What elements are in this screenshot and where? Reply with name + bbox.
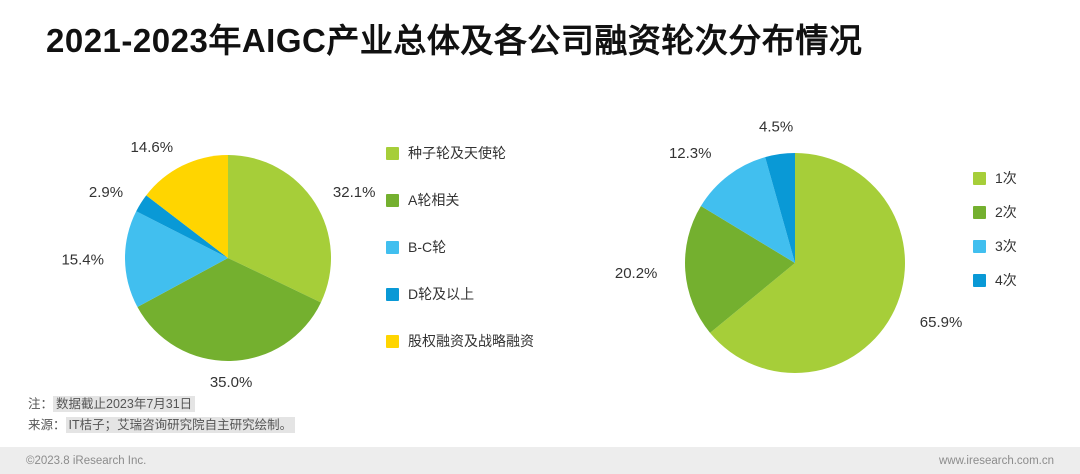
legend-swatch [973,273,986,287]
pie-value-label: 14.6% [131,139,174,156]
legend-item-2次: 2次 [973,205,1017,219]
website-url: www.iresearch.com.cn [938,454,1054,467]
note-source: 来源： IT桔子；艾瑞咨询研究院自主研究绘制。 [28,415,296,436]
legend-label: 3次 [995,238,1017,254]
legend-label: 种子轮及天使轮 [408,145,506,161]
legend-swatch [386,334,399,348]
pie-slice-D轮及以上 [136,195,228,258]
financing-times-legend: 1次 2次 3次 4次 [973,171,1017,307]
legend-swatch [386,193,399,207]
note-prefix: 注： [28,397,54,411]
legend-swatch [973,239,986,253]
pie-slice-4次 [765,153,795,263]
legend-label: 1次 [995,170,1017,186]
pie-value-label: 15.4% [61,252,104,269]
pie-value-label: 32.1% [333,184,376,201]
pie-value-label: 20.2% [615,265,658,282]
legend-label: A轮相关 [408,192,460,208]
legend-label: 股权融资及战略融资 [408,333,534,349]
page-title: 2021-2023年AIGC产业总体及各公司融资轮次分布情况 [46,22,863,59]
pie-slice-股权融资及战略融资 [146,155,228,258]
legend-item-A轮相关: A轮相关 [386,193,534,207]
legend-swatch [973,205,986,219]
copyright-text: ©2023.8 iResearch Inc. [26,454,147,467]
financing-round-distribution-pie: 32.1% 35.0% 15.4% 2.9% 14.6% [61,139,376,391]
legend-swatch [386,240,399,254]
pie-slice-种子轮及天使轮 [228,155,332,303]
pie-slice-B-C轮 [125,211,228,308]
legend-swatch [386,287,399,301]
note-text: 数据截止2023年7月31日 [53,396,196,412]
pie-value-label: 35.0% [210,374,253,391]
legend-label: 2次 [995,204,1017,220]
pie-value-label: 65.9% [920,314,963,331]
legend-item-B-C轮: B-C轮 [386,240,534,254]
legend-label: D轮及以上 [408,286,475,302]
pie-value-label: 12.3% [669,145,712,162]
legend-item-股权融资及战略融资: 股权融资及战略融资 [386,334,534,348]
pie-slice-2次 [685,205,795,333]
legend-swatch [973,171,986,185]
footnotes: 注： 数据截止2023年7月31日 来源： IT桔子；艾瑞咨询研究院自主研究绘制。 [28,394,296,436]
legend-item-D轮及以上: D轮及以上 [386,287,534,301]
financing-times-distribution-pie: 65.9% 20.2% 12.3% 4.5% [615,118,963,373]
legend-item-种子轮及天使轮: 种子轮及天使轮 [386,146,534,160]
pie-value-label: 4.5% [759,118,793,135]
pie-slice-1次 [710,153,906,373]
legend-label: 4次 [995,272,1017,288]
financing-round-legend: 种子轮及天使轮 A轮相关 B-C轮 D轮及以上股权融资及战略融资 [386,146,534,381]
note-prefix: 来源： [28,418,66,432]
pie-slice-3次 [700,157,795,263]
legend-item-4次: 4次 [973,273,1017,287]
legend-item-3次: 3次 [973,239,1017,253]
footer-bar: ©2023.8 iResearch Inc. www.iresearch.com… [0,447,1080,474]
legend-item-1次: 1次 [973,171,1017,185]
pie-slice-A轮相关 [137,258,321,361]
legend-swatch [386,146,399,160]
note-data-cutoff: 注： 数据截止2023年7月31日 [28,394,295,415]
legend-label: B-C轮 [408,239,447,255]
note-text: IT桔子；艾瑞咨询研究院自主研究绘制。 [65,417,296,433]
pie-value-label: 2.9% [89,184,123,201]
